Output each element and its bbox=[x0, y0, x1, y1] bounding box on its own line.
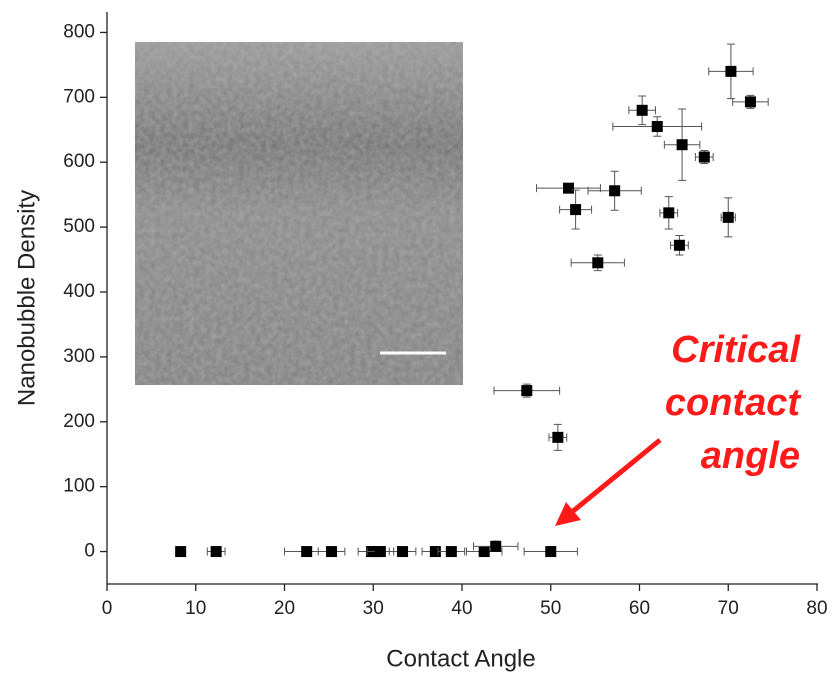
x-tick-label: 20 bbox=[274, 598, 295, 619]
y-tick-label: 800 bbox=[63, 21, 95, 42]
x-tick-label: 0 bbox=[102, 598, 113, 619]
marker bbox=[563, 182, 574, 194]
marker bbox=[636, 104, 648, 116]
annotation: Critical bbox=[671, 329, 801, 371]
marker bbox=[445, 546, 457, 558]
marker bbox=[592, 257, 604, 269]
x-tick-label: 70 bbox=[718, 598, 739, 619]
y-tick-label: 400 bbox=[63, 281, 95, 302]
x-tick-label: 50 bbox=[540, 598, 561, 619]
marker bbox=[210, 546, 222, 558]
marker bbox=[397, 546, 409, 558]
x-axis-label: Contact Angle bbox=[386, 645, 535, 672]
x-tick-label: 30 bbox=[363, 598, 384, 619]
annotation: angle bbox=[701, 435, 800, 477]
marker bbox=[570, 204, 582, 216]
marker bbox=[478, 546, 490, 558]
marker bbox=[490, 540, 502, 552]
y-tick-label: 100 bbox=[63, 476, 95, 497]
marker bbox=[651, 121, 663, 133]
marker bbox=[698, 151, 710, 163]
marker bbox=[609, 185, 621, 197]
y-tick-label: 300 bbox=[63, 346, 95, 367]
x-tick-label: 80 bbox=[806, 598, 827, 619]
y-tick-label: 0 bbox=[84, 541, 95, 562]
x-tick-label: 10 bbox=[185, 598, 206, 619]
y-tick-label: 600 bbox=[63, 151, 95, 172]
marker bbox=[673, 239, 685, 251]
marker bbox=[722, 211, 734, 223]
annotation-arrowhead bbox=[555, 502, 581, 526]
x-tick-label: 60 bbox=[629, 598, 650, 619]
marker bbox=[326, 546, 338, 558]
annotation-arrow bbox=[570, 438, 662, 514]
y-tick-label: 200 bbox=[63, 411, 95, 432]
marker bbox=[521, 385, 533, 397]
marker bbox=[552, 431, 564, 443]
y-tick-label: 500 bbox=[63, 216, 95, 237]
marker bbox=[545, 546, 557, 558]
y-tick-label: 700 bbox=[63, 86, 95, 107]
x-tick-label: 40 bbox=[451, 598, 472, 619]
marker bbox=[175, 546, 187, 558]
marker bbox=[301, 546, 313, 558]
marker bbox=[374, 546, 386, 558]
marker bbox=[676, 139, 688, 151]
annotation: contact bbox=[665, 382, 801, 424]
marker bbox=[744, 96, 756, 108]
marker bbox=[429, 546, 441, 558]
inset-image bbox=[135, 42, 463, 385]
y-axis-label: Nanobubble Density bbox=[13, 190, 40, 406]
marker bbox=[663, 207, 675, 219]
marker bbox=[725, 65, 737, 77]
